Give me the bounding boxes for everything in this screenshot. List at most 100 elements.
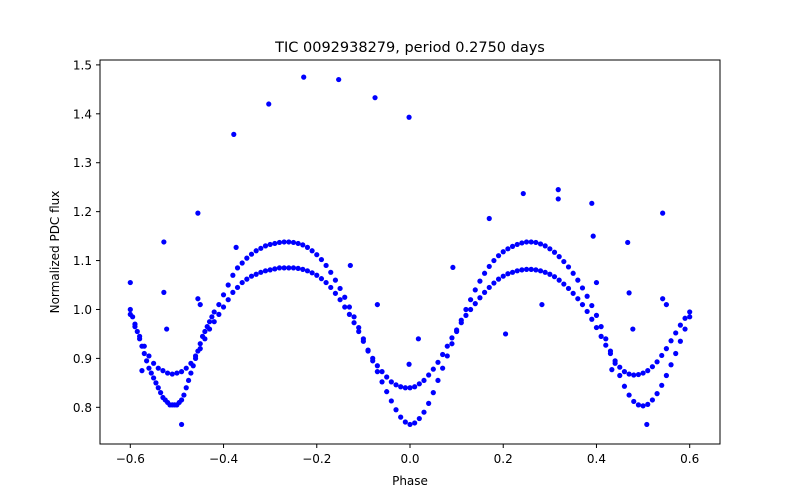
- data-point: [673, 350, 679, 357]
- y-tick-label: 1.5: [73, 58, 92, 72]
- data-point: [435, 377, 441, 384]
- data-point: [519, 240, 525, 246]
- data-point: [547, 271, 553, 277]
- data-point: [374, 363, 380, 369]
- data-point: [472, 301, 478, 307]
- data-point: [318, 276, 325, 282]
- y-tick-label: 0.9: [73, 352, 92, 366]
- data-point: [555, 196, 561, 202]
- data-point: [645, 401, 651, 407]
- data-point: [609, 367, 615, 373]
- data-point: [164, 370, 171, 376]
- data-point: [127, 279, 133, 286]
- data-point: [663, 346, 669, 352]
- data-point: [266, 101, 272, 107]
- data-point: [244, 276, 250, 282]
- data-point: [561, 281, 567, 287]
- data-point: [141, 343, 147, 349]
- data-point: [239, 260, 245, 266]
- data-point: [206, 319, 213, 325]
- data-point: [402, 385, 408, 391]
- data-point: [575, 296, 581, 302]
- data-point: [336, 76, 342, 83]
- data-point: [579, 301, 586, 308]
- data-point: [295, 265, 301, 271]
- data-point: [556, 277, 562, 283]
- x-tick-label: −0.2: [302, 452, 331, 466]
- data-point: [687, 314, 693, 320]
- data-point: [220, 304, 227, 310]
- y-tick-label: 1.3: [73, 156, 92, 170]
- data-point: [388, 379, 394, 385]
- data-point: [495, 253, 502, 259]
- data-point: [248, 251, 255, 257]
- data-point: [393, 407, 399, 413]
- data-point: [234, 265, 241, 271]
- data-point: [141, 350, 147, 357]
- data-point: [202, 328, 208, 335]
- data-point: [547, 246, 553, 252]
- data-point: [598, 324, 604, 330]
- data-point: [337, 285, 343, 292]
- data-point: [528, 266, 534, 272]
- data-point: [584, 293, 590, 299]
- data-point: [440, 365, 446, 371]
- data-point: [663, 372, 669, 379]
- data-point: [151, 360, 157, 366]
- data-point: [365, 347, 371, 353]
- data-point: [267, 241, 273, 248]
- data-point: [444, 343, 450, 349]
- data-point: [164, 326, 170, 332]
- data-point: [139, 368, 145, 374]
- data-point: [181, 392, 187, 398]
- data-point: [195, 296, 201, 302]
- data-point: [360, 336, 366, 342]
- data-point: [301, 74, 307, 80]
- data-point: [603, 336, 609, 342]
- data-point: [195, 210, 201, 216]
- data-point: [406, 114, 412, 120]
- data-point: [146, 365, 152, 371]
- data-point: [589, 316, 595, 322]
- data-point: [197, 346, 203, 352]
- data-point: [617, 364, 623, 370]
- data-point: [295, 240, 301, 247]
- data-point: [407, 385, 413, 391]
- data-point: [458, 317, 464, 323]
- data-point: [579, 285, 586, 291]
- data-point: [356, 324, 362, 331]
- x-tick-label: 0.0: [400, 452, 419, 466]
- data-point: [520, 190, 526, 197]
- data-point: [659, 382, 665, 388]
- data-point: [626, 371, 632, 377]
- data-point: [551, 274, 558, 280]
- y-tick-label: 1.4: [73, 107, 92, 121]
- data-point: [649, 397, 656, 403]
- data-point: [556, 254, 562, 260]
- data-point: [372, 95, 378, 101]
- data-point: [555, 187, 561, 193]
- data-point: [687, 309, 693, 315]
- data-point: [654, 391, 660, 397]
- data-point: [589, 302, 595, 309]
- data-point: [230, 272, 236, 278]
- data-point: [593, 279, 600, 286]
- data-point: [183, 365, 189, 371]
- data-point: [151, 375, 157, 381]
- data-point: [416, 381, 422, 387]
- data-point: [148, 370, 154, 376]
- data-point: [161, 239, 167, 245]
- y-tick-label: 1.2: [73, 205, 92, 219]
- chart-title: TIC 0092938279, period 0.2750 days: [274, 40, 545, 56]
- data-point: [421, 409, 427, 415]
- data-point: [635, 402, 642, 408]
- data-point: [644, 421, 650, 428]
- data-point: [262, 268, 269, 274]
- data-point: [272, 240, 278, 247]
- data-point: [161, 289, 167, 295]
- data-point: [415, 336, 421, 342]
- data-point: [407, 421, 413, 428]
- data-point: [500, 273, 506, 279]
- data-point: [621, 369, 628, 375]
- data-point: [178, 397, 185, 403]
